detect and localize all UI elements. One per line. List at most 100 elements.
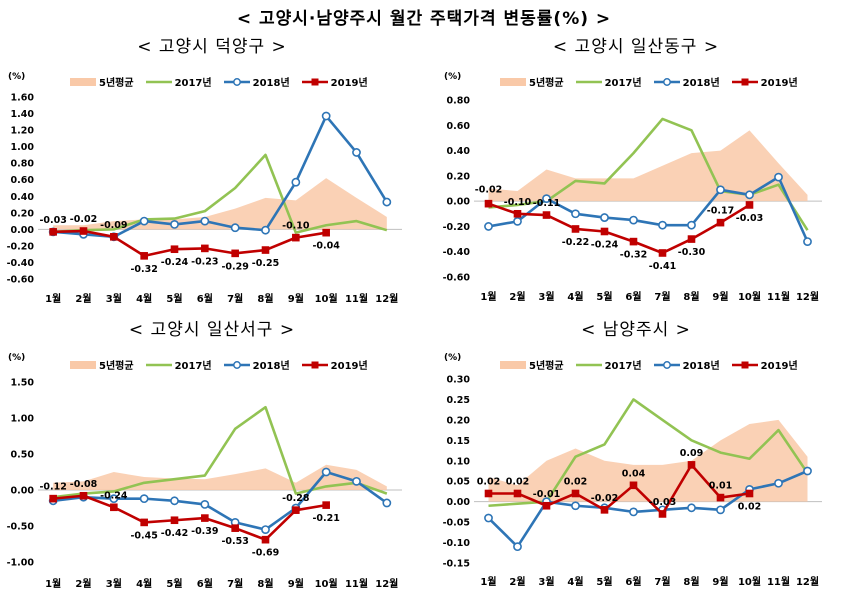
legend-item: 5년평균 [500, 74, 564, 89]
legend-swatch [70, 77, 96, 87]
x-tick-label: 5월 [166, 293, 182, 305]
legend-item: 2018년 [653, 357, 720, 372]
legend-swatch [223, 77, 250, 87]
legend-item: 5년평균 [70, 74, 134, 89]
data-label-2019: -0.41 [649, 261, 676, 272]
y-tick-label: 1.60 [11, 93, 35, 104]
series-line-2017년 [488, 398, 809, 508]
legend-label: 2017년 [604, 78, 642, 89]
series-line-2019년 [488, 463, 750, 516]
data-label-2019: -0.69 [252, 548, 279, 559]
data-label-2019: -0.08 [70, 479, 98, 490]
series-line-2019년 [53, 229, 327, 258]
data-label-2019: -0.10 [504, 197, 532, 208]
y-tick-label: -1.00 [7, 558, 35, 569]
y-tick-label: 0.80 [447, 96, 471, 107]
data-point-2019년 [261, 246, 270, 254]
data-point-2019년 [716, 493, 725, 502]
data-point-2019년 [484, 199, 493, 208]
y-tick-label: 1.40 [11, 109, 35, 120]
data-point-2019년 [600, 227, 609, 236]
data-point-2018년 [774, 172, 783, 182]
data-label-2019: -0.01 [533, 489, 560, 500]
legend-label: 5년평균 [529, 78, 564, 89]
x-tick-label: 3월 [106, 293, 122, 305]
data-point-2018년 [230, 223, 240, 233]
data-point-2018년 [200, 216, 210, 226]
data-point-2018년 [716, 505, 725, 515]
y-tick-label: 1.20 [11, 126, 35, 137]
data-point-2019년 [745, 489, 754, 498]
legend-item: 2019년 [731, 74, 798, 89]
data-point-2018년 [513, 216, 522, 226]
data-label-2019: 0.01 [709, 481, 732, 492]
x-tick-label: 4월 [567, 291, 583, 303]
data-point-2018년 [803, 466, 812, 476]
y-tick-label: 0.15 [447, 436, 470, 447]
x-tick-label: 1월 [480, 576, 496, 588]
legend-item: 5년평균 [70, 357, 134, 372]
y-tick-label: 0.40 [447, 146, 471, 157]
legend-swatch [145, 360, 172, 370]
data-point-2019년 [292, 233, 300, 242]
data-point-2019년 [716, 218, 725, 227]
y-tick-label: -0.10 [443, 538, 471, 549]
data-point-2018년 [139, 216, 149, 226]
series-line-2019년 [53, 494, 327, 541]
legend-item: 5년평균 [500, 357, 564, 372]
data-point-2019년 [658, 510, 667, 518]
x-tick-label: 9월 [712, 576, 728, 588]
chart-panel-ilsan-seo: -1.00 -0.50 0.00 0.50 1.00 1.50 1월 2월 3월 4월 5월 6월 7월… [0, 315, 424, 595]
data-point-2019년 [79, 227, 88, 235]
data-point-2019년 [484, 489, 493, 498]
x-tick-label: 9월 [712, 291, 728, 303]
data-label-2019: -0.24 [100, 490, 128, 501]
x-tick-label: 2월 [75, 578, 91, 590]
data-label-2019: -0.30 [678, 247, 706, 258]
x-tick-label: 6월 [625, 291, 641, 303]
legend-label: 2018년 [682, 78, 720, 89]
data-point-2018년 [382, 498, 392, 508]
data-point-2018년 [352, 476, 361, 486]
y-tick-label: 0.00 [11, 225, 35, 236]
data-label-2019: -0.02 [475, 185, 502, 196]
legend-swatch [575, 360, 602, 370]
x-tick-label: 7월 [227, 578, 243, 590]
data-point-2018년 [571, 209, 580, 219]
data-label-2019: -0.02 [591, 493, 618, 504]
series-area-5yr-average [488, 419, 808, 502]
chart-title: < 고양시 일산동구 > [552, 37, 720, 57]
data-point-2019년 [170, 245, 179, 254]
data-point-2018년 [600, 213, 609, 222]
chart-panel-ilsan-dong: -0.60 -0.40 -0.20 0.00 0.20 0.40 0.60 0.80 1월 2월 3… [424, 32, 848, 312]
data-point-2018년 [261, 225, 270, 235]
data-point-2018년 [745, 190, 754, 200]
data-point-2018년 [774, 478, 783, 488]
data-label-2019: -0.29 [221, 261, 248, 272]
legend-item: 2018년 [223, 357, 290, 372]
legend-label: 2018년 [252, 361, 290, 372]
y-tick-label: 0.40 [11, 192, 35, 203]
x-tick-label: 6월 [625, 576, 641, 588]
series-line-2018년 [53, 470, 388, 531]
series-area-5yr-average [488, 130, 808, 202]
x-tick-label: 2월 [75, 293, 91, 305]
data-point-2019년 [170, 516, 179, 525]
data-point-2018년 [200, 499, 210, 509]
data-point-2018년 [716, 185, 725, 195]
data-point-2018년 [484, 222, 493, 231]
data-label-2019: -0.25 [252, 258, 279, 269]
data-label-2019: -0.45 [130, 530, 157, 541]
data-point-2018년 [629, 507, 638, 517]
x-tick-label: 11월 [345, 293, 368, 305]
x-tick-label: 7월 [654, 291, 670, 303]
data-label-2019: 0.02 [506, 476, 529, 487]
y-tick-label: -0.20 [7, 241, 35, 252]
x-tick-label: 12월 [796, 291, 819, 303]
data-point-2019년 [513, 209, 522, 218]
data-label-2019: -0.04 [312, 241, 340, 252]
data-point-2019년 [79, 491, 88, 500]
legend-label: 2017년 [174, 361, 212, 372]
data-point-2018년 [513, 542, 522, 552]
data-point-2019년 [542, 501, 551, 510]
